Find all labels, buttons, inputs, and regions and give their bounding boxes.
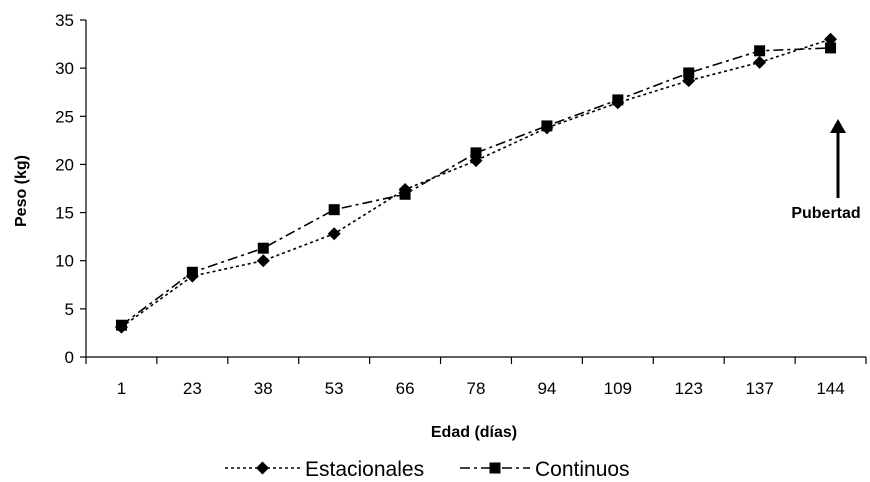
legend-item-estacionales: Estacionales bbox=[225, 458, 424, 481]
data-point bbox=[753, 55, 767, 69]
legend-label: Estacionales bbox=[305, 458, 424, 481]
data-point bbox=[399, 188, 411, 200]
x-axis-title: Edad (días) bbox=[431, 424, 517, 441]
data-point bbox=[470, 147, 482, 159]
data-point bbox=[541, 120, 553, 132]
y-tick-label: 35 bbox=[55, 11, 74, 30]
x-tick-label: 144 bbox=[816, 379, 844, 398]
y-tick-label: 15 bbox=[55, 204, 74, 223]
x-tick-label: 78 bbox=[467, 379, 486, 398]
legend-label: Continuos bbox=[535, 458, 630, 481]
legend: Estacionales Continuos bbox=[225, 458, 630, 481]
y-tick-label: 25 bbox=[55, 107, 74, 126]
x-tick-label: 38 bbox=[254, 379, 273, 398]
pubertad-annotation: Pubertad bbox=[791, 119, 861, 222]
data-point bbox=[825, 42, 837, 54]
pubertad-arrow-head bbox=[830, 119, 846, 133]
data-point bbox=[327, 227, 341, 241]
x-tick-label: 94 bbox=[537, 379, 556, 398]
x-tick-label: 23 bbox=[183, 379, 202, 398]
y-tick-label: 20 bbox=[55, 155, 74, 174]
series-line bbox=[120, 38, 831, 328]
series-line bbox=[120, 47, 831, 326]
series-estacionales bbox=[114, 32, 838, 334]
y-tick-label: 30 bbox=[55, 59, 74, 78]
legend-item-continuos: Continuos bbox=[460, 458, 630, 481]
pubertad-label: Pubertad bbox=[791, 205, 860, 222]
y-tick-label: 0 bbox=[65, 348, 74, 367]
data-point bbox=[257, 242, 269, 254]
series-continuos bbox=[115, 42, 837, 331]
data-point bbox=[612, 94, 624, 106]
data-point bbox=[115, 319, 127, 331]
data-point bbox=[328, 204, 340, 216]
legend-marker bbox=[256, 461, 269, 475]
x-tick-label: 123 bbox=[675, 379, 703, 398]
legend-marker bbox=[489, 462, 501, 474]
y-tick-label: 10 bbox=[55, 252, 74, 271]
x-tick-label: 137 bbox=[745, 379, 773, 398]
data-point bbox=[754, 45, 766, 57]
data-point bbox=[256, 254, 270, 268]
x-tick-label: 109 bbox=[604, 379, 632, 398]
series-layer bbox=[114, 32, 838, 334]
data-point bbox=[683, 67, 695, 79]
x-tick-label: 66 bbox=[396, 379, 415, 398]
x-tick-label: 53 bbox=[325, 379, 344, 398]
y-tick-label: 5 bbox=[65, 300, 74, 319]
y-axis-title: Peso (kg) bbox=[13, 155, 30, 227]
x-tick-label: 1 bbox=[117, 379, 126, 398]
data-point bbox=[186, 266, 198, 278]
